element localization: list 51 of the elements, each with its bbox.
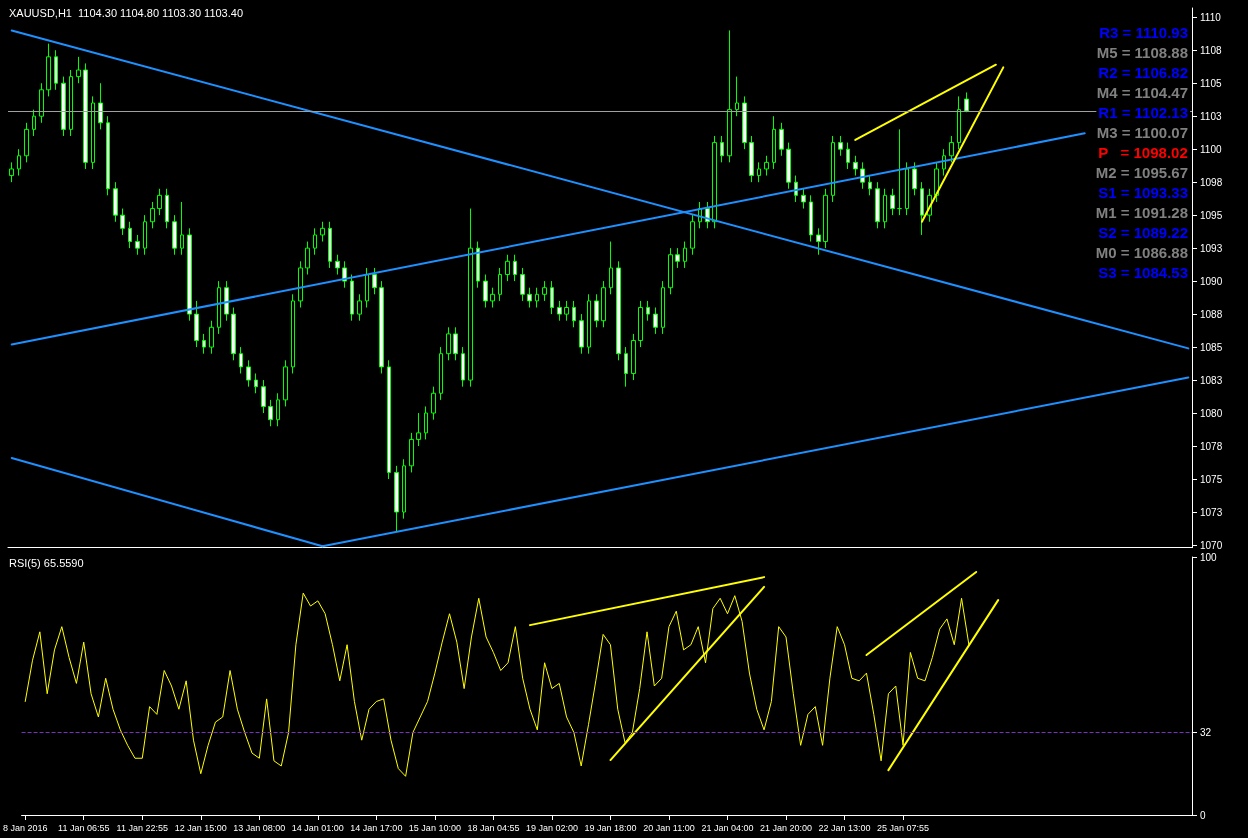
x-tick-label: 13 Jan 08:00 [233, 822, 286, 833]
chart-title: XAUUSD,H1 1104.30 1104.80 1103.30 1103.40 [9, 6, 244, 19]
annotation: M3 = 1100.07 [1096, 124, 1188, 141]
x-tick-label: 25 Jan 07:55 [877, 822, 930, 833]
x-tick-label: 21 Jan 04:00 [701, 822, 754, 833]
x-tick-label: 19 Jan 02:00 [525, 822, 578, 833]
y-tick-label: 1090 [1200, 275, 1223, 287]
y-tick-label: 0 [1200, 809, 1206, 821]
x-tick-label: 20 Jan 11:00 [643, 822, 695, 833]
x-tick-label: 8 Jan 2016 [2, 822, 48, 833]
y-tick-label: 1083 [1200, 374, 1223, 386]
x-tick-label: 18 Jan 04:55 [467, 822, 520, 833]
chart-title: RSI(5) 65.5590 [9, 556, 84, 569]
y-tick-label: 1105 [1200, 77, 1222, 89]
annotation: R3 = 1110.93 [1099, 24, 1189, 41]
annotation: S1 = 1093.33 [1098, 184, 1189, 201]
x-tick-label: 19 Jan 18:00 [584, 822, 637, 833]
y-tick-label: 1080 [1200, 407, 1223, 419]
annotation: M4 = 1104.47 [1096, 84, 1188, 101]
annotation: M2 = 1095.67 [1095, 164, 1188, 181]
x-tick-label: 11 Jan 22:55 [116, 822, 168, 833]
y-tick-label: 1073 [1200, 506, 1223, 518]
y-tick-label: 1070 [1200, 539, 1223, 551]
y-tick-label: 32 [1200, 726, 1212, 738]
y-tick-label: 1095 [1200, 209, 1223, 221]
y-tick-label: 100 [1200, 551, 1218, 563]
x-tick-label: 21 Jan 20:00 [759, 822, 813, 833]
x-tick-label: 15 Jan 10:00 [408, 822, 461, 833]
x-tick-label: 12 Jan 15:00 [174, 822, 227, 833]
y-tick-label: 1093 [1200, 242, 1223, 254]
y-tick-label: 1108 [1200, 44, 1222, 56]
y-tick-label: 1110 [1200, 11, 1222, 23]
annotation: M0 = 1086.88 [1095, 244, 1188, 261]
y-tick-label: 1078 [1200, 440, 1223, 452]
annotation: S2 = 1089.22 [1098, 224, 1189, 241]
annotation: P = 1098.02 [1098, 144, 1188, 161]
annotation: S3 = 1084.53 [1098, 264, 1189, 281]
annotation: M1 = 1091.28 [1095, 204, 1188, 221]
x-tick-label: 11 Jan 06:55 [58, 822, 110, 833]
annotation: R2 = 1106.82 [1098, 64, 1189, 81]
annotation: R1 = 1102.13 [1098, 104, 1189, 121]
y-tick-label: 1103 [1200, 110, 1222, 122]
y-tick-label: 1075 [1200, 473, 1223, 485]
y-tick-label: 1088 [1200, 308, 1223, 320]
x-tick-label: 22 Jan 13:00 [818, 822, 871, 833]
x-tick-label: 14 Jan 17:00 [350, 822, 403, 833]
y-tick-label: 1098 [1200, 176, 1223, 188]
y-tick-label: 1100 [1200, 143, 1222, 155]
y-tick-label: 1085 [1200, 341, 1223, 353]
x-tick-label: 14 Jan 01:00 [291, 822, 344, 833]
annotation: M5 = 1108.88 [1096, 44, 1188, 61]
